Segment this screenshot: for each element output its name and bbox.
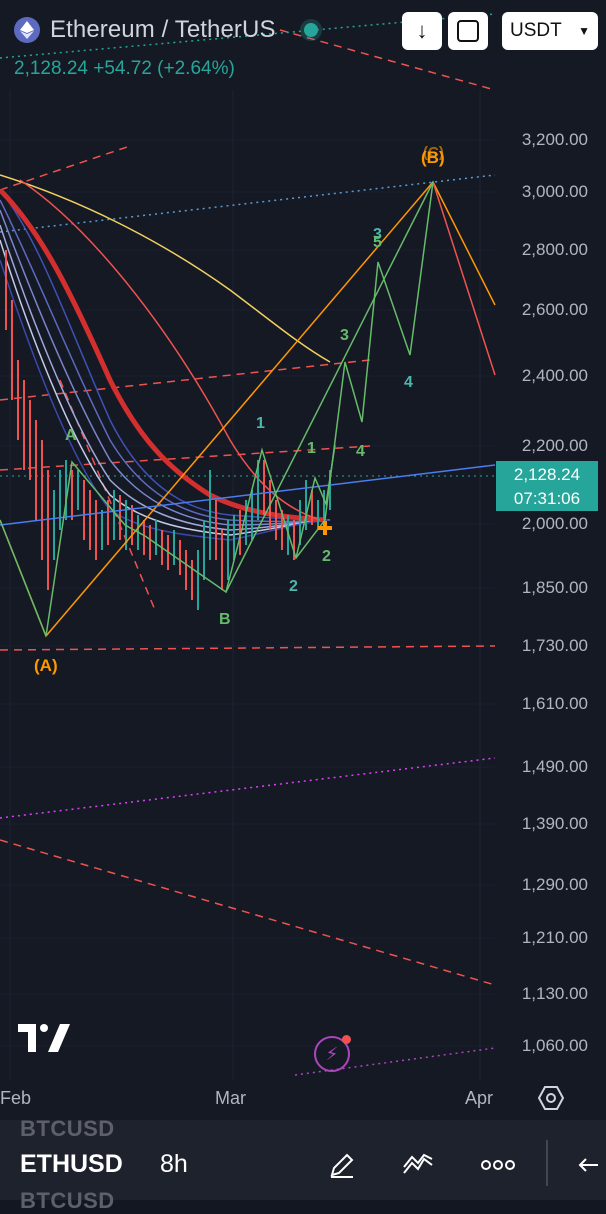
back-icon xyxy=(578,1158,598,1172)
horizontal-grid xyxy=(0,139,495,1047)
more-button[interactable] xyxy=(478,1145,518,1185)
price-tick: 2,600.00 xyxy=(521,300,588,319)
square-icon xyxy=(457,20,479,42)
wave-label-A: A xyxy=(65,427,77,444)
price-tick: 1,610.00 xyxy=(521,694,588,713)
price-change: +54.72 (+2.64%) xyxy=(93,58,235,79)
dotted-purple-line xyxy=(294,1047,496,1076)
price-tick: 1,060.00 xyxy=(521,1036,588,1055)
fullscreen-button[interactable] xyxy=(448,12,488,50)
wave-label-2: 2 xyxy=(289,578,298,595)
blue-trend-line xyxy=(0,464,496,526)
price-tick: 3,200.00 xyxy=(521,130,588,149)
wave-label-B: B xyxy=(219,611,231,628)
dashed-red-lines xyxy=(0,29,496,986)
wave-label-C-paren: (C) xyxy=(423,144,444,161)
toolbar-divider xyxy=(546,1140,548,1186)
bar-countdown: 07:31:06 xyxy=(513,489,581,508)
currency-select[interactable]: USDT ▼ xyxy=(502,12,598,50)
time-tick: Apr xyxy=(465,1088,494,1108)
wave-label-4: 4 xyxy=(404,374,413,391)
thick-red-ma xyxy=(0,188,326,523)
green-wave-lines xyxy=(0,181,434,637)
wave-label-1: 1 xyxy=(256,415,265,432)
time-tick: Mar xyxy=(215,1088,246,1108)
current-price-tag: 2,128.24 07:31:06 xyxy=(496,461,598,511)
price-tick: 1,290.00 xyxy=(521,875,588,894)
price-tick: 1,730.00 xyxy=(521,636,588,655)
more-icon xyxy=(481,1160,515,1170)
indicators-icon xyxy=(403,1153,433,1174)
wave-label-1: 1 xyxy=(307,440,316,457)
symbol-selector[interactable]: ETHUSD xyxy=(20,1150,123,1178)
pencil-icon xyxy=(330,1153,354,1178)
wave-label-B-paren: (B) xyxy=(421,148,445,167)
time-tick: Feb xyxy=(0,1088,32,1108)
price-tick: 2,400.00 xyxy=(521,366,588,385)
wave-label-A-paren: (A) xyxy=(34,656,58,675)
price-line: 2,128.24 +54.72 (+2.64%) xyxy=(14,58,235,80)
dotted-pink-line xyxy=(0,757,496,819)
chart-settings-button[interactable] xyxy=(537,1085,565,1111)
tradingview-logo-icon xyxy=(18,1024,70,1057)
wave-label-2: 2 xyxy=(322,548,331,565)
dotted-blue-line xyxy=(0,174,496,233)
chart-canvas[interactable] xyxy=(0,0,606,1120)
price-tick: 1,210.00 xyxy=(521,928,588,947)
back-button[interactable] xyxy=(570,1145,606,1185)
bottom-toolbar xyxy=(0,1120,606,1200)
gear-icon xyxy=(537,1086,565,1110)
red-projection-line xyxy=(432,181,496,376)
drawing-tool-button[interactable] xyxy=(322,1145,362,1185)
price-tick: 1,130.00 xyxy=(521,984,588,1003)
indicators-button[interactable] xyxy=(398,1145,438,1185)
price-tick: 2,000.00 xyxy=(521,514,588,533)
price-tick: 3,000.00 xyxy=(521,182,588,201)
ethereum-icon xyxy=(14,17,40,43)
symbol-title: Ethereum / TetherUS xyxy=(50,16,276,43)
current-price-value: 2,128.24 xyxy=(513,465,581,484)
price-tick: 1,490.00 xyxy=(521,757,588,776)
flash-icon[interactable]: ⚡ xyxy=(314,1035,351,1072)
ma-ribbon xyxy=(0,189,331,541)
download-button[interactable]: ↓ xyxy=(402,12,442,50)
market-status-icon xyxy=(303,23,318,37)
arrow-down-icon: ↓ xyxy=(416,18,428,43)
wave-label-3: 3 xyxy=(340,327,349,344)
price-tick: 2,800.00 xyxy=(521,240,588,259)
wave-label-3: 3 xyxy=(373,226,382,243)
red-curve xyxy=(19,179,321,521)
price-tick: 1,850.00 xyxy=(521,578,588,597)
price-tick: 1,390.00 xyxy=(521,814,588,833)
last-price: 2,128.24 xyxy=(14,58,88,79)
candlesticks xyxy=(5,250,331,610)
symbol-title-row[interactable]: Ethereum / TetherUS xyxy=(14,16,318,44)
chart-header: Ethereum / TetherUS 2,128.24 +54.72 (+2.… xyxy=(0,0,606,90)
wave-label-4: 4 xyxy=(356,443,365,460)
symbol-list-item-below[interactable]: BTCUSD xyxy=(20,1188,115,1213)
price-tick: 2,200.00 xyxy=(521,436,588,455)
yellow-curve xyxy=(0,174,331,363)
symbol-list-item-above[interactable]: BTCUSD xyxy=(20,1116,115,1141)
position-marker xyxy=(318,521,332,535)
currency-value: USDT xyxy=(510,20,562,41)
wave-label-5: 5 xyxy=(373,234,382,251)
chevron-down-icon: ▼ xyxy=(578,24,590,38)
interval-selector[interactable]: 8h xyxy=(160,1150,188,1178)
